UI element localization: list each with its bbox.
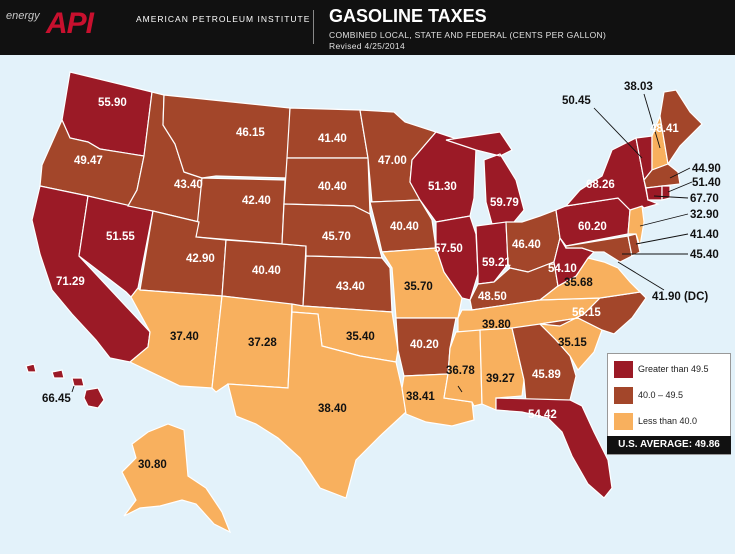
label-RI: 51.40 xyxy=(692,177,721,189)
label-HI: 66.45 xyxy=(42,393,71,405)
leader-CT xyxy=(653,195,689,199)
state-MT xyxy=(162,94,291,179)
leader-VT xyxy=(593,107,643,159)
label-ID: 43.40 xyxy=(174,179,203,191)
label-NH: 38.03 xyxy=(624,81,653,93)
legend-item-mid: 40.0 – 49.5 xyxy=(614,386,683,404)
label-PA: 60.20 xyxy=(578,221,607,233)
state-AZ xyxy=(128,287,223,389)
label-OH: 46.40 xyxy=(512,239,541,251)
state-ME xyxy=(659,89,703,166)
label-AK: 30.80 xyxy=(138,459,167,471)
leader-HI xyxy=(71,385,75,393)
label-KS: 43.40 xyxy=(336,281,365,293)
label-TN: 39.80 xyxy=(482,319,511,331)
label-ME: 48.41 xyxy=(650,123,679,135)
label-NC: 56.15 xyxy=(572,307,601,319)
legend-item-low: Less than 40.0 xyxy=(614,412,697,430)
legend-label-mid: 40.0 – 49.5 xyxy=(638,390,684,400)
label-CA: 71.29 xyxy=(56,276,85,288)
label-GA: 45.89 xyxy=(532,369,561,381)
label-SC: 35.15 xyxy=(558,337,587,349)
state-WI xyxy=(409,131,477,223)
label-DE: 41.40 xyxy=(690,229,719,241)
label-SD: 40.40 xyxy=(318,181,347,193)
label-AZ: 37.40 xyxy=(170,331,199,343)
label-NJ: 32.90 xyxy=(690,209,719,221)
state-NC xyxy=(539,291,647,335)
leader-DC xyxy=(617,261,665,291)
us-map: 55.90 49.47 71.29 51.55 43.40 46.15 42.4… xyxy=(25,71,721,534)
page-title: GASOLINE TAXES xyxy=(329,6,487,26)
label-NM: 37.28 xyxy=(248,337,277,349)
label-AR: 40.20 xyxy=(410,339,439,351)
label-IL: 57.50 xyxy=(434,243,463,255)
label-AL: 39.27 xyxy=(486,373,515,385)
label-CT: 67.70 xyxy=(690,193,719,205)
state-HI xyxy=(25,363,105,409)
label-ND: 41.40 xyxy=(318,133,347,145)
leader-NJ xyxy=(639,213,689,227)
label-MI: 59.79 xyxy=(490,197,519,209)
label-OK: 35.40 xyxy=(346,331,375,343)
api-logo: energy API xyxy=(0,0,118,55)
page-subtitle: COMBINED LOCAL, STATE AND FEDERAL (CENTS… xyxy=(329,30,607,40)
label-VT: 50.45 xyxy=(562,95,591,107)
label-VA: 35.68 xyxy=(564,277,593,289)
legend-swatch-mid xyxy=(614,386,633,404)
us-average: U.S. AVERAGE: 49.86 xyxy=(607,436,731,454)
label-IA: 40.40 xyxy=(390,221,419,233)
state-FL xyxy=(495,397,613,499)
legend-label-high: Greater than 49.5 xyxy=(638,364,709,374)
leader-NH xyxy=(643,93,661,149)
revised-date: Revised 4/25/2014 xyxy=(329,41,405,51)
logo-api-text: API xyxy=(46,7,94,40)
state-WY xyxy=(195,177,286,245)
legend-label-low: Less than 40.0 xyxy=(638,416,698,426)
label-WY: 42.40 xyxy=(242,195,271,207)
label-MD: 45.40 xyxy=(690,249,719,261)
label-NE: 45.70 xyxy=(322,231,351,243)
label-OR: 49.47 xyxy=(74,155,103,167)
state-KS xyxy=(302,255,393,313)
leader-LA xyxy=(457,385,463,393)
leader-DE xyxy=(635,233,689,245)
label-FL: 54.42 xyxy=(528,409,557,421)
label-MA: 44.90 xyxy=(692,163,721,175)
header-divider xyxy=(313,10,314,44)
label-WA: 55.90 xyxy=(98,97,127,109)
label-TX: 38.40 xyxy=(318,403,347,415)
state-AK xyxy=(121,423,232,534)
label-MS: 36.78 xyxy=(446,365,475,377)
label-IN: 59.21 xyxy=(482,257,511,269)
label-MN: 47.00 xyxy=(378,155,407,167)
legend-swatch-low xyxy=(614,412,633,430)
label-UT: 42.90 xyxy=(186,253,215,265)
leader-MA xyxy=(669,167,691,179)
legend-item-high: Greater than 49.5 xyxy=(614,360,709,378)
label-LA: 38.41 xyxy=(406,391,435,403)
label-WV: 54.10 xyxy=(548,263,577,275)
label-MO: 35.70 xyxy=(404,281,433,293)
label-MT: 46.15 xyxy=(236,127,265,139)
state-TX xyxy=(227,311,407,499)
label-NV: 51.55 xyxy=(106,231,135,243)
logo-energy-text: energy xyxy=(6,10,40,22)
state-CT xyxy=(645,185,663,201)
legend-swatch-high xyxy=(614,360,633,378)
state-DE xyxy=(627,233,641,257)
header-bar: energy API AMERICAN PETROLEUM INSTITUTE … xyxy=(0,0,735,55)
leader-RI xyxy=(667,181,693,193)
state-RI xyxy=(661,185,671,201)
state-MI xyxy=(445,131,525,225)
label-CO: 40.40 xyxy=(252,265,281,277)
label-DC: 41.90 (DC) xyxy=(652,291,708,303)
organization-name: AMERICAN PETROLEUM INSTITUTE xyxy=(136,14,311,24)
label-KY: 48.50 xyxy=(478,291,507,303)
label-WI: 51.30 xyxy=(428,181,457,193)
label-NY: 68.26 xyxy=(586,179,615,191)
